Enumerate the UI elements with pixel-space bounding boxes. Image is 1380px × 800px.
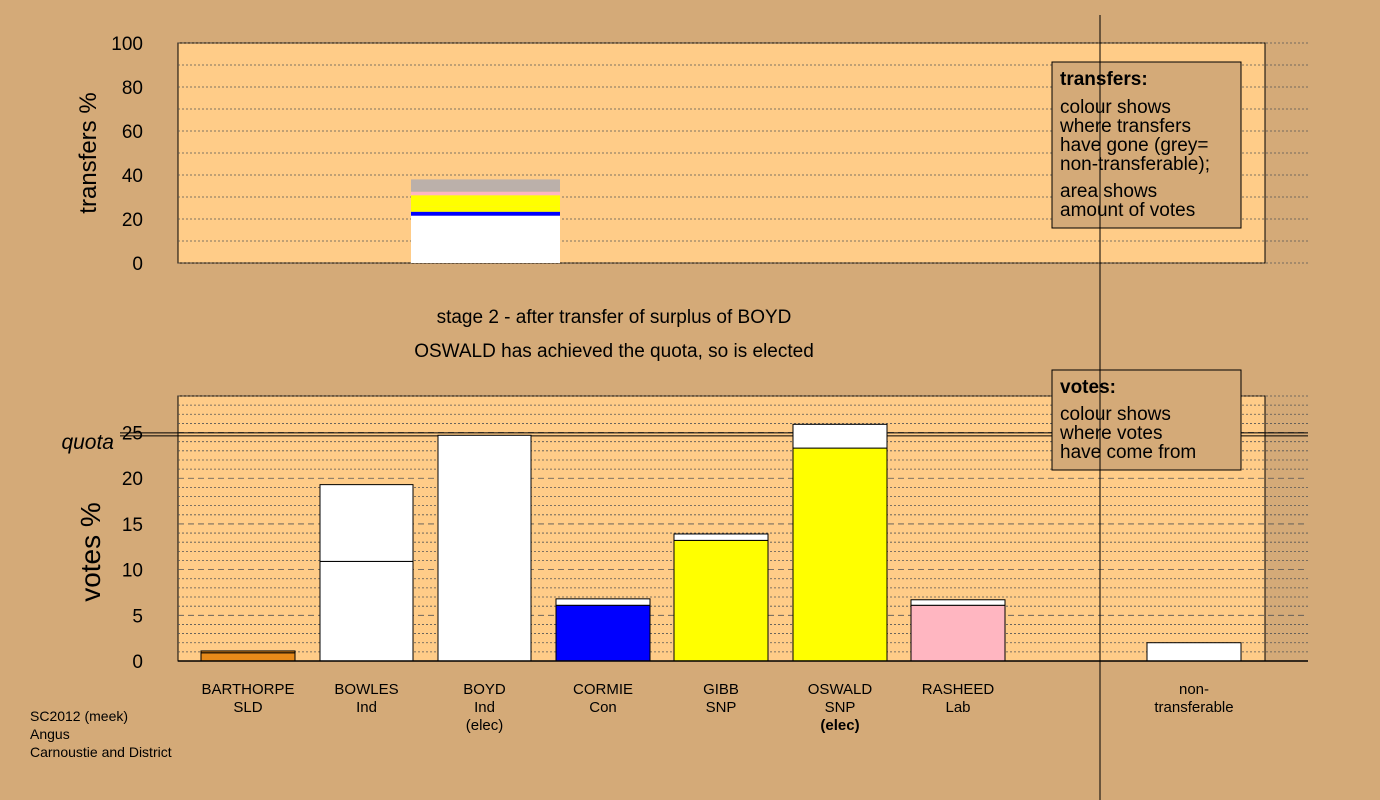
transfers-legend-line: area shows bbox=[1060, 181, 1157, 202]
votes-legend-line: where votes bbox=[1059, 423, 1162, 444]
vote-segment bbox=[792, 423, 888, 449]
vote-segment bbox=[437, 434, 532, 662]
votes-tick-label: 25 bbox=[122, 424, 143, 445]
vote-segment bbox=[319, 560, 414, 662]
votes-legend-title: votes: bbox=[1060, 377, 1116, 398]
candidate-name: BOYD bbox=[463, 681, 506, 698]
candidate-name: BOWLES bbox=[334, 681, 398, 698]
candidate-name: OSWALD bbox=[808, 681, 873, 698]
vote-segment bbox=[200, 652, 296, 662]
transfers-legend-line: non-transferable); bbox=[1060, 154, 1210, 175]
vote-segment bbox=[673, 533, 769, 541]
candidate-name: non- bbox=[1179, 681, 1209, 698]
footer-election: SC2012 (meek) bbox=[30, 708, 128, 724]
candidate-name: RASHEED bbox=[922, 681, 995, 698]
transfer-segment-rasheed bbox=[411, 191, 560, 196]
transfers-legend-line: have gone (grey= bbox=[1060, 135, 1208, 156]
vote-segment bbox=[792, 447, 888, 662]
votes-legend: votes: colour shows where votes have com… bbox=[1051, 369, 1242, 471]
transfers-tick-label: 60 bbox=[122, 122, 143, 143]
votes-legend-line: colour shows bbox=[1060, 404, 1171, 425]
votes-tick-label: 15 bbox=[122, 515, 143, 536]
vote-segment bbox=[319, 484, 414, 562]
candidate-party: Lab bbox=[945, 699, 970, 716]
transfers-tick-label: 100 bbox=[111, 34, 143, 55]
votes-legend-box bbox=[1051, 369, 1242, 471]
footer-ward: Carnoustie and District bbox=[30, 744, 172, 760]
votes-legend-line: have come from bbox=[1060, 442, 1196, 463]
footer-council: Angus bbox=[30, 726, 70, 742]
votes-tick-label: 10 bbox=[122, 561, 143, 582]
transfers-tick-label: 80 bbox=[122, 78, 143, 99]
transfers-legend-line: where transfers bbox=[1059, 116, 1191, 137]
transfers-y-ticks: 0 20 40 60 80 100 bbox=[111, 34, 143, 275]
votes-bars bbox=[178, 423, 1308, 662]
candidate-party: SLD bbox=[233, 699, 262, 716]
candidate-labels: BARTHORPESLDBOWLESIndBOYDInd(elec)CORMIE… bbox=[201, 681, 1233, 734]
transfers-legend-title: transfers: bbox=[1060, 69, 1148, 90]
transfers-y-axis-label: transfers % bbox=[75, 92, 102, 213]
transfers-legend-line: amount of votes bbox=[1060, 200, 1195, 221]
vote-segment bbox=[673, 539, 769, 662]
candidate-name: CORMIE bbox=[573, 681, 633, 698]
stage-result: OSWALD has achieved the quota, so is ele… bbox=[414, 341, 814, 362]
vote-segment bbox=[1146, 642, 1242, 662]
candidate-party: transferable bbox=[1154, 699, 1233, 716]
vote-segment bbox=[555, 604, 651, 662]
candidate-party: Con bbox=[589, 699, 617, 716]
votes-y-ticks: 0 5 10 15 20 25 bbox=[122, 424, 143, 673]
transfer-segment-non-transferable bbox=[411, 179, 560, 192]
candidate-party: Ind bbox=[356, 699, 377, 716]
quota-label: quota bbox=[61, 431, 114, 454]
vote-segment bbox=[910, 604, 1006, 662]
transfers-tick-label: 20 bbox=[122, 210, 143, 231]
candidate-party: Ind bbox=[474, 699, 495, 716]
transfers-legend-line: colour shows bbox=[1060, 97, 1171, 118]
candidate-name: BARTHORPE bbox=[201, 681, 294, 698]
transfers-bars bbox=[411, 179, 560, 263]
candidate-elected: (elec) bbox=[466, 717, 504, 734]
transfer-segment-oswald bbox=[411, 195, 560, 207]
vote-segment bbox=[200, 650, 296, 654]
candidate-elected: (elec) bbox=[820, 717, 859, 734]
votes-y-axis-label: votes % bbox=[75, 502, 106, 602]
transfers-legend: transfers: colour shows where transfers … bbox=[1051, 61, 1242, 229]
stage-description: stage 2 - after transfer of surplus of B… bbox=[437, 307, 792, 328]
transfers-legend-box bbox=[1051, 61, 1242, 229]
candidate-party: SNP bbox=[825, 699, 856, 716]
transfer-segment-bowles bbox=[411, 215, 560, 263]
votes-tick-label: 20 bbox=[122, 469, 143, 490]
votes-tick-label: 5 bbox=[132, 606, 143, 627]
vote-segment bbox=[910, 599, 1006, 606]
transfers-tick-label: 40 bbox=[122, 166, 143, 187]
votes-tick-label: 0 bbox=[132, 652, 143, 673]
transfers-tick-label: 0 bbox=[132, 254, 143, 275]
candidate-party: SNP bbox=[706, 699, 737, 716]
candidate-name: GIBB bbox=[703, 681, 739, 698]
vote-segment bbox=[555, 598, 651, 606]
transfer-segment-cormie bbox=[411, 211, 560, 216]
transfer-segment-gibb bbox=[411, 206, 560, 212]
